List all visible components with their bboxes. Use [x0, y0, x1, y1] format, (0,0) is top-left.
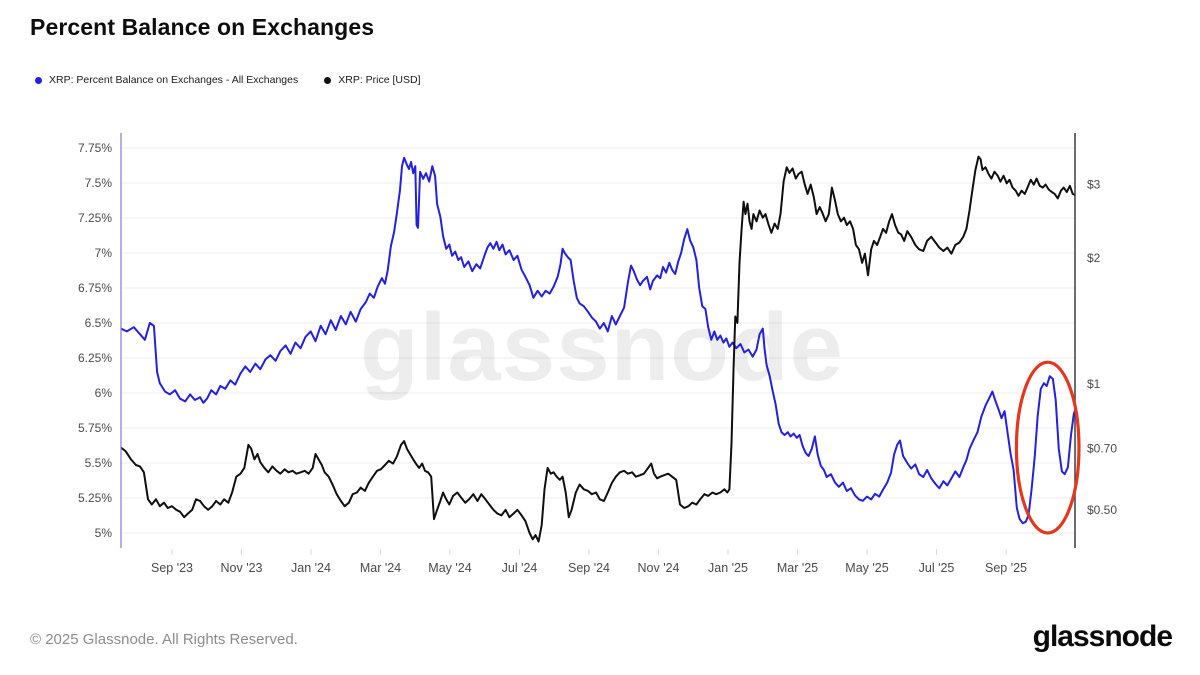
legend-label-balance: XRP: Percent Balance on Exchanges - All … [49, 74, 299, 86]
x-axis-tick-label: Nov '23 [221, 561, 263, 575]
watermark-text: glassnode [360, 294, 844, 401]
left-axis-tick-label: 5% [95, 526, 113, 540]
exchange-balance-chart: glassnode 7.75% 7.5% 7.25% 7% 6.75% 6.5% 6.25% 6… [78, 133, 1117, 575]
left-axis-tick-label: 6.75% [78, 281, 112, 295]
x-axis-tick-label: Mar '24 [360, 561, 401, 575]
left-axis-tick-label: 6% [95, 386, 113, 400]
legend-item-price: XRP: Price [USD] [324, 74, 421, 86]
left-axis-tick-label: 5.5% [85, 456, 113, 470]
legend-label-price: XRP: Price [USD] [338, 74, 421, 86]
x-axis-tick-label: Jan '24 [291, 561, 331, 575]
right-axis-tick-label: $1 [1087, 377, 1101, 391]
right-axis-tick-label: $0.50 [1087, 503, 1117, 517]
x-axis-tick-label: Sep '23 [151, 561, 193, 575]
x-axis-tick-label: Nov '24 [638, 561, 680, 575]
left-axis-tick-label: 5.75% [78, 421, 112, 435]
x-axis-tick-label: Sep '24 [568, 561, 610, 575]
legend-item-balance: XRP: Percent Balance on Exchanges - All … [35, 74, 298, 86]
left-axis-tick-label: 7.5% [85, 176, 113, 190]
x-axis-tick-label: Jul '25 [919, 561, 955, 575]
legend-dot-price-icon [324, 76, 332, 84]
x-axis-tick-label: Sep '25 [985, 561, 1027, 575]
page-title: Percent Balance on Exchanges [30, 14, 375, 40]
glassnode-logo: glassnode [1032, 620, 1173, 653]
right-axis-tick-label: $3 [1087, 178, 1101, 192]
left-axis-tick-label: 6.5% [85, 316, 113, 330]
legend-dot-balance-icon [35, 76, 42, 84]
right-axis-tick-label: $0.70 [1087, 442, 1117, 456]
highlight-ellipse-annotation [1014, 360, 1081, 535]
left-axis-tick-label: 6.25% [78, 351, 112, 365]
x-axis-tick-label: Jul '24 [502, 561, 538, 575]
left-axis-tick-label: 7.25% [78, 211, 112, 225]
chart-legend: XRP: Percent Balance on Exchanges - All … [35, 74, 421, 86]
left-axis-tick-label: 7.75% [78, 141, 112, 155]
x-axis-tick-label: Mar '25 [777, 561, 818, 575]
left-axis-tick-label: 5.25% [78, 491, 112, 505]
copyright-text: © 2025 Glassnode. All Rights Reserved. [30, 631, 298, 648]
x-axis-tick-label: May '25 [845, 561, 888, 575]
x-axis-tick-label: Jan '25 [708, 561, 748, 575]
x-axis-tick-label: May '24 [428, 561, 471, 575]
balance-series-line [121, 156, 1075, 525]
right-axis-tick-label: $2 [1087, 251, 1101, 265]
price-series-line [121, 155, 1075, 543]
left-axis-tick-label: 7% [95, 246, 113, 260]
